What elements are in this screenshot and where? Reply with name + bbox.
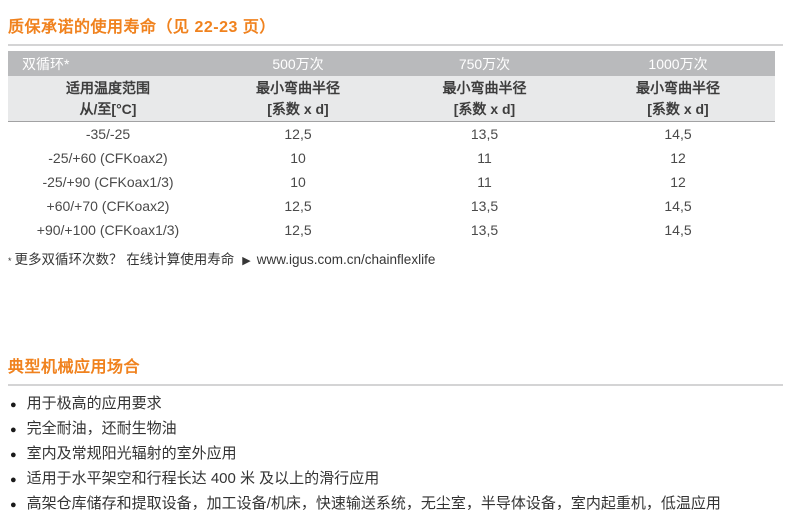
lifetime-section: 质保承诺的使用寿命（见 22-23 页） 双循环* 500万次 750万次 10… xyxy=(8,19,790,268)
value-cell: 13,5 xyxy=(470,126,499,142)
bullet-icon: ● xyxy=(10,499,17,511)
applications-section: 典型机械应用场合 ● 用于极高的应用要求 ● 完全耐油，还耐生物油 ● 室内及常… xyxy=(0,340,790,517)
bullet-icon: ● xyxy=(10,449,17,461)
value-cell: 14,5 xyxy=(664,198,692,214)
list-item: ● 用于极高的应用要求 xyxy=(10,392,790,417)
table-row: +60/+70 (CFKoax2) 12,5 13,5 14,5 xyxy=(8,194,775,218)
value-cell: 12 xyxy=(670,174,686,190)
temp-range-cell: -25/+90 (CFKoax1/3) xyxy=(42,174,174,190)
value-cell: 12 xyxy=(670,150,686,166)
table-row: -25/+90 (CFKoax1/3) 10 11 12 xyxy=(8,170,775,194)
bullet-icon: ● xyxy=(10,424,17,436)
title-divider xyxy=(8,384,783,386)
value-cell: 14,5 xyxy=(664,126,692,142)
list-item: ● 适用于水平架空和行程长达 400 米 及以上的滑行应用 xyxy=(10,467,790,492)
subheader-bend-radius-500: 最小弯曲半径 [系数 x d] xyxy=(256,80,340,117)
value-cell: 13,5 xyxy=(470,198,499,214)
table-subheader-row: 适用温度范围 从/至[°C] 最小弯曲半径 [系数 x d] 最小弯曲半径 [系… xyxy=(8,76,775,122)
value-cell: 12,5 xyxy=(284,198,312,214)
list-item-text: 完全耐油，还耐生物油 xyxy=(26,420,177,437)
lifetime-section-title: 质保承诺的使用寿命（见 22-23 页） xyxy=(8,19,276,36)
subheader-temp-range: 适用温度范围 从/至[°C] xyxy=(66,80,150,117)
temp-range-cell: +90/+100 (CFKoax1/3) xyxy=(36,222,180,238)
lifetime-table: 双循环* 500万次 750万次 1000万次 适用温度范围 从/至[°C] 最… xyxy=(8,51,775,242)
value-cell: 11 xyxy=(477,150,492,166)
table-footnote: * 更多双循环次数？ 在线计算使用寿命 ▶ www.igus.com.cn/ch… xyxy=(8,248,790,268)
value-cell: 10 xyxy=(290,174,306,190)
value-cell: 10 xyxy=(290,150,306,166)
footnote-marker: * xyxy=(8,256,12,266)
table-row: -25/+60 (CFKoax2) 10 11 12 xyxy=(8,146,775,170)
catalog-page: 质保承诺的使用寿命（见 22-23 页） 双循环* 500万次 750万次 10… xyxy=(8,19,790,512)
list-item-text: 室内及常规阳光辐射的室外应用 xyxy=(26,445,237,462)
subheader-bend-radius-750: 最小弯曲半径 [系数 x d] xyxy=(442,80,527,117)
list-item-text: 高架仓库储存和提取设备，加工设备/机床，快速输送系统，无尘室，半导体设备，室内起… xyxy=(26,495,721,512)
table-row: +90/+100 (CFKoax1/3) 12,5 13,5 14,5 xyxy=(8,218,775,242)
list-item-text: 用于极高的应用要求 xyxy=(26,395,162,412)
value-cell: 14,5 xyxy=(664,222,692,238)
value-cell: 11 xyxy=(477,174,492,190)
list-item: ● 高架仓库储存和提取设备，加工设备/机床，快速输送系统，无尘室，半导体设备，室… xyxy=(10,492,790,517)
arrow-right-icon: ▶ xyxy=(242,255,251,267)
list-item: ● 室内及常规阳光辐射的室外应用 xyxy=(10,442,790,467)
value-cell: 12,5 xyxy=(284,126,312,142)
bullet-icon: ● xyxy=(10,474,17,486)
footnote-text: 更多双循环次数？ 在线计算使用寿命 xyxy=(14,252,235,267)
temp-range-cell: -25/+60 (CFKoax2) xyxy=(48,150,168,166)
title-divider xyxy=(8,44,783,46)
list-item: ● 完全耐油，还耐生物油 xyxy=(10,417,790,442)
applications-section-title: 典型机械应用场合 xyxy=(8,359,141,376)
table-row: -35/-25 12,5 13,5 14,5 xyxy=(8,122,775,146)
value-cell: 13,5 xyxy=(470,222,499,238)
bullet-icon: ● xyxy=(10,399,17,411)
temp-range-cell: -35/-25 xyxy=(85,126,131,142)
temp-range-cell: +60/+70 (CFKoax2) xyxy=(46,198,170,214)
table-header-row: 双循环* 500万次 750万次 1000万次 xyxy=(8,51,775,76)
col-header-500: 500万次 xyxy=(272,55,324,72)
subheader-bend-radius-1000: 最小弯曲半径 [系数 x d] xyxy=(636,80,720,117)
chainflexlife-link[interactable]: www.igus.com.cn/chainflexlife xyxy=(256,252,436,267)
list-item-text: 适用于水平架空和行程长达 400 米 及以上的滑行应用 xyxy=(26,470,380,487)
value-cell: 12,5 xyxy=(284,222,312,238)
col-header-750: 750万次 xyxy=(458,55,511,72)
col-header-1000: 1000万次 xyxy=(648,55,708,72)
applications-list: ● 用于极高的应用要求 ● 完全耐油，还耐生物油 ● 室内及常规阳光辐射的室外应… xyxy=(10,392,790,517)
col-header-double-strokes: 双循环* xyxy=(22,55,70,72)
